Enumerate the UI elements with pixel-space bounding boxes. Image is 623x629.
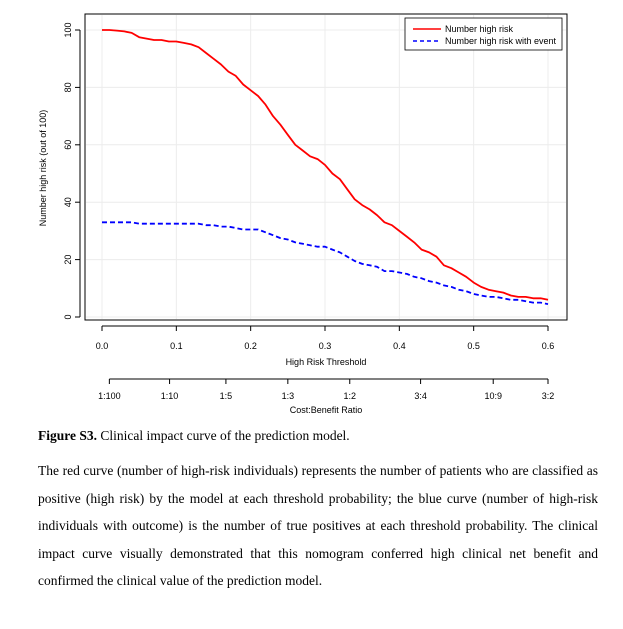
x-tick-label-5: 0.5 <box>467 341 480 351</box>
caption-title-line: Figure S3. Clinical impact curve of the … <box>38 425 598 447</box>
x-tick-label-6: 0.6 <box>542 341 555 351</box>
cost-benefit-tick-label-4: 1:2 <box>343 391 356 401</box>
cost-benefit-tick-label-0: 1:100 <box>98 391 121 401</box>
cost-benefit-tick-label-5: 3:4 <box>414 391 427 401</box>
y-tick-label-1: 20 <box>63 255 73 265</box>
x-tick-label-1: 0.1 <box>170 341 183 351</box>
legend-box <box>404 17 563 51</box>
caption-body: The red curve (number of high-risk indiv… <box>38 463 598 588</box>
cost-benefit-tick-label-1: 1:10 <box>161 391 179 401</box>
cost-benefit-tick-label-6: 10:9 <box>484 391 502 401</box>
caption-title: Clinical impact curve of the prediction … <box>97 428 350 443</box>
cost-benefit-tick-label-2: 1:5 <box>220 391 233 401</box>
x-tick-label-3: 0.3 <box>319 341 332 351</box>
series-layer <box>102 29 549 305</box>
y-tick-label-4: 80 <box>63 82 73 92</box>
cost-benefit-axis: Cost:Benefit Ratio 1:100 1:10 1:5 1:3 1:2 3:4… <box>98 378 555 415</box>
cost-benefit-axis-title: Cost:Benefit Ratio <box>290 405 363 415</box>
x-tick-label-2: 0.2 <box>244 341 257 351</box>
y-axis-title: Number high risk (out of 100) <box>38 110 48 227</box>
y-tick-label-3: 60 <box>63 140 73 150</box>
legend-label-number-high-risk: Number high risk <box>445 24 514 34</box>
y-tick-label-5: 100 <box>63 22 73 37</box>
cost-benefit-tick-label-7: 3:2 <box>542 391 555 401</box>
legend: Number high risk Number high risk with e… <box>404 17 563 51</box>
legend-label-number-high-risk-with-event: Number high risk with event <box>445 36 557 46</box>
figure-caption: Figure S3. Clinical impact curve of the … <box>38 425 598 595</box>
x-tick-label-0: 0.0 <box>96 341 109 351</box>
clinical-impact-chart: Number high risk (out of 100) 0 20 40 60 80 1… <box>38 13 568 415</box>
y-tick-label-0: 0 <box>63 314 73 319</box>
x-tick-label-4: 0.4 <box>393 341 406 351</box>
x-axis: High Risk Threshold 0.0 0.1 0.2 0.3 0.4 0.5 0.… <box>96 325 555 367</box>
series-line-number-high-risk-with-event <box>102 221 549 305</box>
cost-benefit-tick-label-3: 1:3 <box>282 391 295 401</box>
gridlines <box>86 15 566 319</box>
y-axis: Number high risk (out of 100) 0 20 40 60 80 1… <box>38 22 81 320</box>
caption-label: Figure S3. <box>38 428 98 443</box>
y-tick-label-2: 40 <box>63 197 73 207</box>
series-line-number-high-risk <box>102 29 549 301</box>
x-axis-title: High Risk Threshold <box>286 357 367 367</box>
